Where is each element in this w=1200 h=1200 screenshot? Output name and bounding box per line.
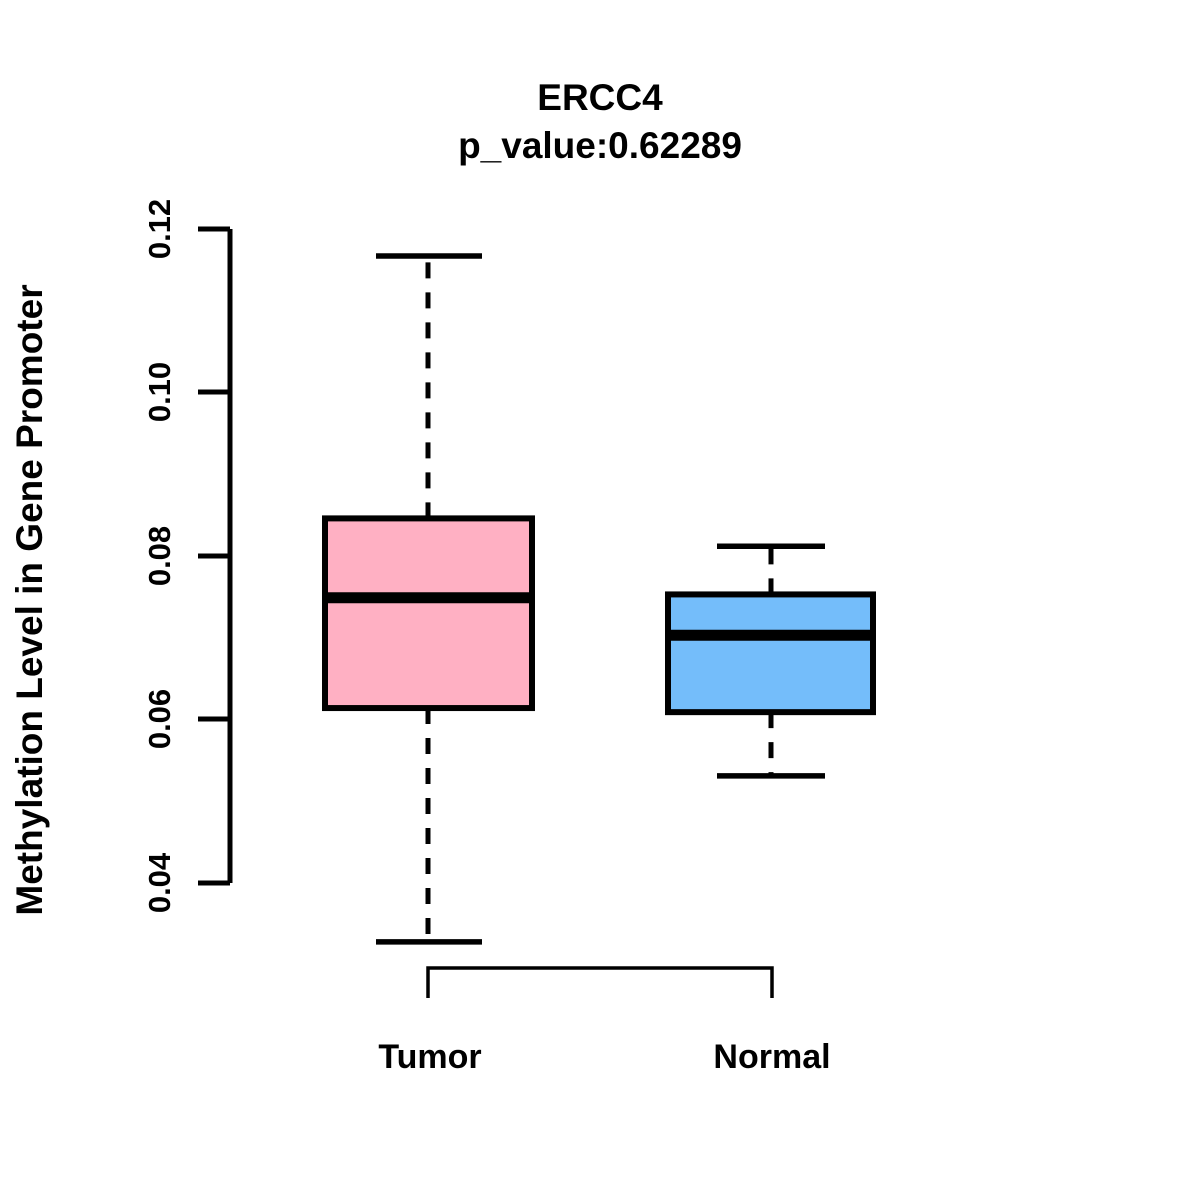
box-normal[interactable] — [665, 543, 876, 779]
y-tick-label-0.12: 0.12 — [142, 199, 177, 259]
page-title: ERCC4 — [537, 77, 663, 118]
x-label-tumor: Tumor — [378, 1038, 481, 1076]
y-tick-label-0.10: 0.10 — [142, 362, 177, 422]
y-tick-label-0.04: 0.04 — [142, 852, 177, 913]
y-axis-title: Methylation Level in Gene Promoter — [9, 284, 50, 915]
box-tumor[interactable] — [322, 253, 535, 945]
y-tick-label-0.08: 0.08 — [142, 526, 177, 586]
normal-box-rect[interactable] — [665, 591, 876, 716]
x-axis-bracket — [426, 966, 774, 998]
y-tick-label-0.06: 0.06 — [142, 689, 177, 749]
tumor-box-rect[interactable] — [322, 515, 535, 712]
x-label-normal: Normal — [713, 1038, 830, 1076]
y-axis: 0.04 0.06 0.08 0.10 0.12 — [142, 199, 233, 913]
x-axis-line — [426, 966, 774, 998]
pvalue-subtitle: p_value:0.62289 — [458, 125, 742, 166]
